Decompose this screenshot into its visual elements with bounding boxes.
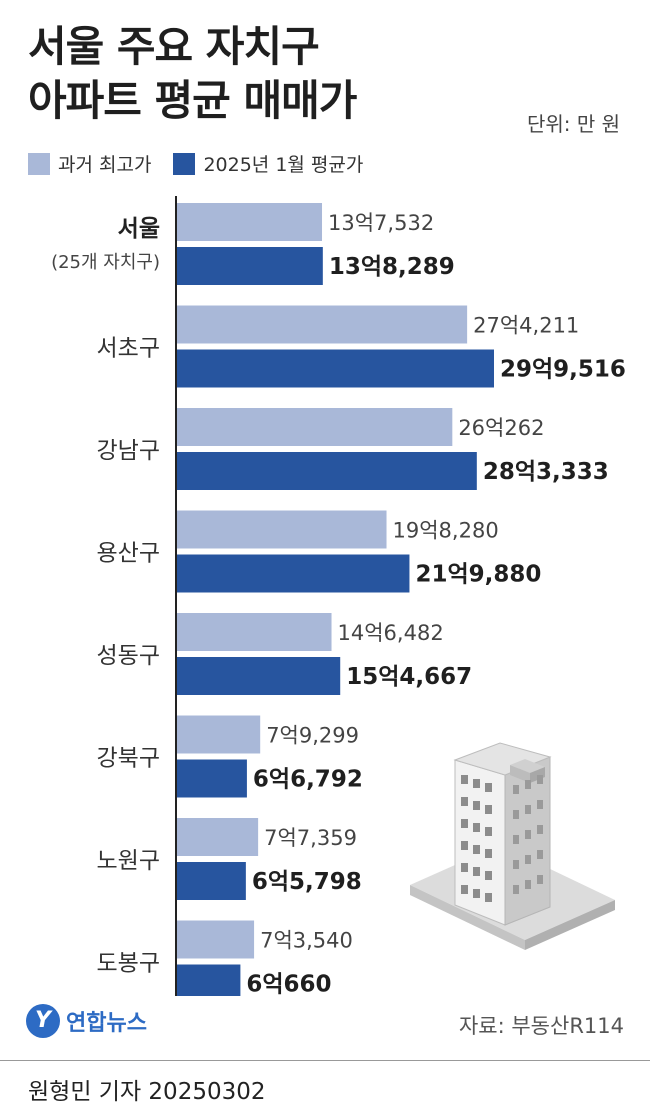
chart-title: 서울 주요 자치구 아파트 평균 매매가 — [28, 20, 357, 128]
legend-swatch-past — [28, 152, 50, 175]
byline: 원형민 기자 20250302 — [28, 1079, 266, 1105]
bar-past — [176, 715, 261, 754]
category-label: 도봉구 — [97, 951, 160, 977]
value-label-current: 29억9,516 — [500, 357, 626, 383]
yonhap-logo-text: 연합뉴스 — [66, 1011, 147, 1036]
bar-current — [176, 349, 494, 388]
category-label: 강남구 — [97, 438, 160, 464]
footer-divider — [0, 1060, 650, 1061]
category-sublabel: (25개 자치구) — [51, 252, 160, 273]
legend-label-past: 과거 최고가 — [58, 154, 152, 176]
value-label-past: 26억262 — [458, 416, 544, 440]
unit-label: 단위: 만 원 — [526, 112, 620, 136]
value-label-past: 7억9,299 — [266, 724, 359, 748]
value-label-past: 7억3,540 — [260, 929, 353, 953]
category-label: 서울 — [118, 216, 160, 242]
bar-past — [176, 818, 259, 856]
bar-current — [176, 964, 241, 996]
legend-item-past: 과거 최고가 — [28, 150, 151, 177]
bar-past — [176, 613, 332, 651]
bar-past — [176, 305, 468, 344]
category-label: 노원구 — [97, 848, 160, 874]
value-label-current: 6억660 — [246, 972, 331, 997]
value-label-current: 6억6,792 — [253, 767, 363, 793]
bar-past — [176, 920, 255, 959]
building-illustration — [410, 742, 615, 950]
value-label-past: 14억6,482 — [338, 621, 444, 645]
value-label-past: 13억7,532 — [328, 211, 434, 235]
category-label: 성동구 — [97, 643, 160, 669]
value-label-past: 7억7,359 — [264, 826, 357, 850]
bar-current — [176, 759, 247, 798]
bar-current — [176, 862, 246, 900]
bar-chart: 13억7,532 13억8,289 서울 (25개 자치구) 27억4,211 29억9,… — [51, 196, 626, 997]
chart-title-line1: 서울 주요 자치구 — [28, 22, 320, 71]
legend-item-current: 2025년 1월 평균가 — [173, 150, 363, 177]
legend-label-current: 2025년 1월 평균가 — [203, 154, 364, 176]
category-label: 서초구 — [97, 336, 160, 362]
legend: 과거 최고가 2025년 1월 평균가 — [28, 150, 385, 177]
category-label: 용산구 — [97, 541, 160, 567]
value-label-current: 21억9,880 — [415, 562, 541, 588]
value-label-current: 6억5,798 — [252, 869, 362, 895]
bar-current — [176, 657, 341, 695]
bar-current — [176, 554, 410, 593]
source-note: 자료: 부동산R114 — [458, 1014, 624, 1038]
bar-current — [176, 452, 477, 490]
value-label-current: 13억8,289 — [329, 254, 455, 280]
yonhap-logo: Y 연합뉴스 — [26, 1004, 147, 1038]
bar-current — [176, 247, 323, 285]
bar-past — [176, 408, 453, 446]
chart-title-line2: 아파트 평균 매매가 — [28, 76, 357, 125]
category-label: 강북구 — [97, 746, 160, 772]
value-label-past: 27억4,211 — [473, 314, 579, 338]
bar-past — [176, 203, 323, 241]
value-label-current: 15억4,667 — [346, 664, 472, 690]
yonhap-logo-mark: Y — [26, 1004, 60, 1038]
value-label-current: 28억3,333 — [483, 459, 609, 485]
legend-swatch-current — [173, 152, 196, 175]
bar-past — [176, 510, 387, 549]
value-label-past: 19억8,280 — [393, 519, 499, 543]
